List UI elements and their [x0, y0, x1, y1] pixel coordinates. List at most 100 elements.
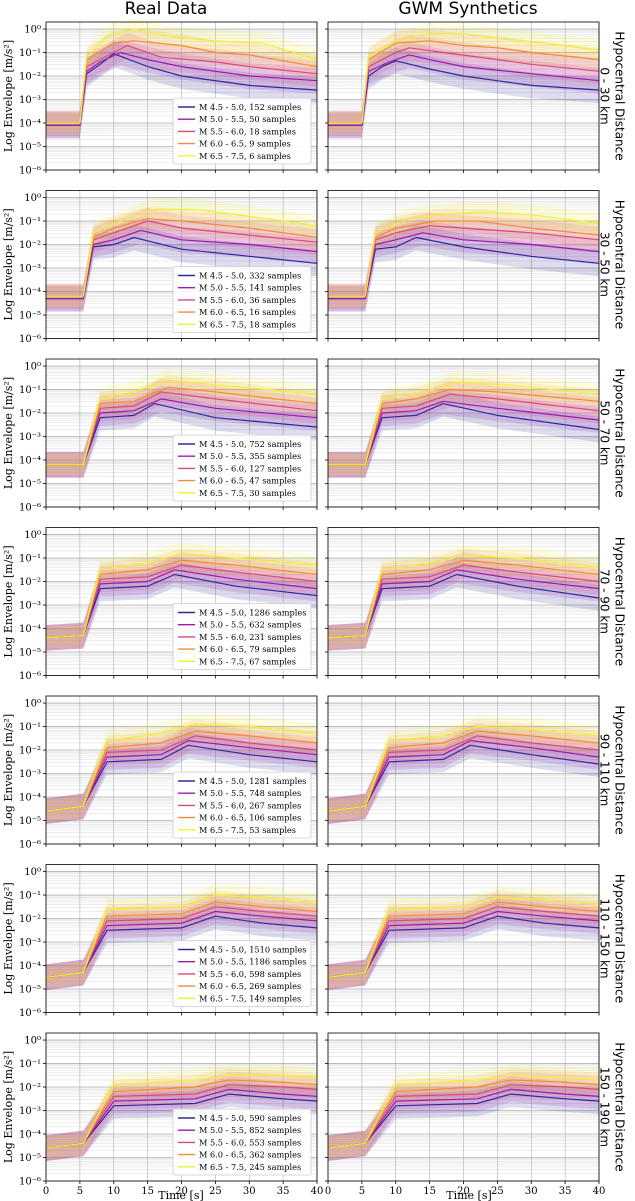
y-tick-label: 10⁰: [24, 1036, 41, 1047]
y-tick-label: 10⁻³: [19, 769, 41, 780]
legend-box: [172, 1108, 312, 1176]
y-tick-label: 10⁻¹: [19, 1059, 41, 1070]
y-tick-label: 10⁻⁵: [19, 985, 41, 996]
row-label-prefix: Hypocentral Distance: [612, 200, 626, 329]
series-line-s4: [45, 552, 318, 639]
band-s2: [328, 893, 599, 991]
y-tick-label: 10⁻⁶: [19, 334, 41, 345]
y-tick-label: 10⁻⁵: [19, 1153, 41, 1164]
band-s1: [328, 219, 599, 312]
legend-label-s1: M 5.0 - 5.5, 852 samples: [199, 1125, 301, 1135]
series-line-s4: [46, 28, 318, 124]
series-line-s4: [328, 33, 600, 124]
band-s3: [328, 209, 599, 308]
legend-box: [172, 603, 312, 670]
band-s2: [46, 893, 317, 991]
band-s0: [328, 561, 599, 651]
y-tick-label: 10⁻²: [19, 577, 41, 588]
ylabel: Log Envelope [m/s²]: [2, 1051, 15, 1163]
y-tick-label: 10⁰: [24, 193, 41, 204]
legend-label-s4: M 6.5 - 7.5, 149 samples: [199, 993, 301, 1003]
legend-label-s2: M 5.5 - 6.0, 18 samples: [199, 126, 296, 136]
legend-label-s0: M 4.5 - 5.0, 752 samples: [199, 439, 301, 449]
x-tick-label: 10: [389, 1186, 402, 1197]
band-s4: [46, 198, 317, 307]
y-tick-label: 10⁻⁶: [19, 840, 41, 851]
row-label-distance: 50 - 70 km: [597, 401, 611, 466]
x-tick-label: 30: [243, 1186, 256, 1197]
y-tick-label: 10⁻³: [19, 938, 41, 949]
row-label: Hypocentral Distance150 - 190 km: [597, 1042, 626, 1171]
band-s4: [46, 18, 317, 134]
row-label: Hypocentral Distance90 - 110 km: [597, 705, 626, 834]
y-tick-label: 10⁻³: [19, 601, 41, 612]
y-tick-label: 10⁻⁵: [19, 311, 41, 322]
panel-r1-real: 10⁻⁶ 10⁻⁵ 10⁻⁴ 10⁻³ 10⁻² 10⁻¹ 10⁰ Log Envelope …: [2, 190, 318, 345]
row-label-distance: 150 - 190 km: [597, 1067, 611, 1147]
y-tick-label: 10⁻⁴: [19, 1130, 41, 1141]
row-label-prefix: Hypocentral Distance: [612, 31, 626, 160]
y-tick-label: 10⁰: [24, 867, 41, 878]
legend-label-s4: M 6.5 - 7.5, 18 samples: [199, 319, 296, 329]
legend-label-s2: M 5.5 - 6.0, 36 samples: [199, 295, 296, 305]
panel-r4-real: 10⁻⁶ 10⁻⁵ 10⁻⁴ 10⁻³ 10⁻² 10⁻¹ 10⁰ Log Envelope …: [2, 695, 318, 851]
band-s1: [46, 217, 317, 312]
legend-box: [172, 434, 312, 502]
panel-r4-synth: Hypocentral Distance90 - 110 km: [325, 695, 626, 847]
legend: M 4.5 - 5.0, 1281 samples M 5.0 - 5.5, 74…: [172, 771, 312, 839]
row-label-distance: 70 - 90 km: [597, 569, 611, 634]
ylabel: Log Envelope [m/s²]: [2, 882, 15, 994]
y-tick-label: 10⁻²: [19, 746, 41, 757]
x-tick-label: 20: [175, 1186, 188, 1197]
x-tick-label: 5: [359, 1186, 365, 1197]
row-label-distance: 110 - 150 km: [597, 898, 611, 978]
band-s2: [46, 379, 317, 478]
legend-label-s0: M 4.5 - 5.0, 332 samples: [199, 271, 301, 281]
band-s1: [328, 42, 599, 139]
series-line-s4: [45, 894, 318, 978]
legend-label-s2: M 5.5 - 6.0, 267 samples: [199, 800, 301, 810]
x-tick-label: 0: [325, 1186, 331, 1197]
x-tick-label: 40: [311, 1186, 324, 1197]
panel-r2-real: 10⁻⁶ 10⁻⁵ 10⁻⁴ 10⁻³ 10⁻² 10⁻¹ 10⁰ Log Envelope …: [2, 358, 318, 514]
y-tick-label: 10⁻¹: [19, 385, 41, 396]
band-s1: [46, 386, 317, 478]
y-tick-label: 10⁻²: [19, 409, 41, 420]
band-s1: [328, 1076, 599, 1161]
legend-label-s1: M 5.0 - 5.5, 50 samples: [199, 114, 296, 124]
row-label: Hypocentral Distance30 - 50 km: [597, 200, 626, 329]
y-tick-label: 10⁻⁴: [19, 287, 41, 298]
band-s2: [328, 552, 599, 651]
legend-label-s0: M 4.5 - 5.0, 590 samples: [199, 1113, 301, 1123]
ylabel: Log Envelope [m/s²]: [2, 208, 15, 320]
row-label: Hypocentral Distance70 - 90 km: [597, 537, 626, 666]
row-label: Hypocentral Distance110 - 150 km: [597, 874, 626, 1003]
x-tick-label: 35: [277, 1186, 290, 1197]
legend-label-s1: M 5.0 - 5.5, 632 samples: [199, 620, 301, 630]
row-label: Hypocentral Distance50 - 70 km: [597, 368, 626, 497]
y-tick-label: 10⁰: [24, 25, 41, 36]
y-tick-label: 10⁰: [24, 530, 41, 541]
x-tick-label: 35: [559, 1186, 572, 1197]
legend: M 4.5 - 5.0, 152 samples M 5.0 - 5.5, 50 …: [172, 97, 312, 165]
y-tick-label: 10⁻⁶: [19, 671, 41, 682]
legend-label-s1: M 5.0 - 5.5, 355 samples: [199, 451, 301, 461]
x-tick-label: 15: [423, 1186, 436, 1197]
y-tick-label: 10⁻⁶: [19, 1008, 41, 1019]
y-tick-label: 10⁻⁴: [19, 624, 41, 635]
legend-label-s2: M 5.5 - 6.0, 598 samples: [199, 969, 301, 979]
panel-r5-synth: Hypocentral Distance110 - 150 km: [325, 864, 626, 1016]
y-tick-label: 10⁻⁵: [19, 142, 41, 153]
x-tick-label: 20: [457, 1186, 470, 1197]
legend-label-s3: M 6.0 - 6.5, 47 samples: [199, 476, 296, 486]
x-tick-label: 30: [525, 1186, 538, 1197]
y-tick-label: 10⁻³: [19, 264, 41, 275]
band-s4: [328, 716, 599, 822]
series-line-s4: [328, 381, 600, 466]
legend-label-s1: M 5.0 - 5.5, 1186 samples: [199, 957, 306, 967]
legend-label-s3: M 6.0 - 6.5, 9 samples: [199, 139, 291, 149]
legend-label-s4: M 6.5 - 7.5, 53 samples: [199, 825, 296, 835]
y-tick-label: 10⁻¹: [19, 217, 41, 228]
legend-box: [172, 97, 312, 165]
